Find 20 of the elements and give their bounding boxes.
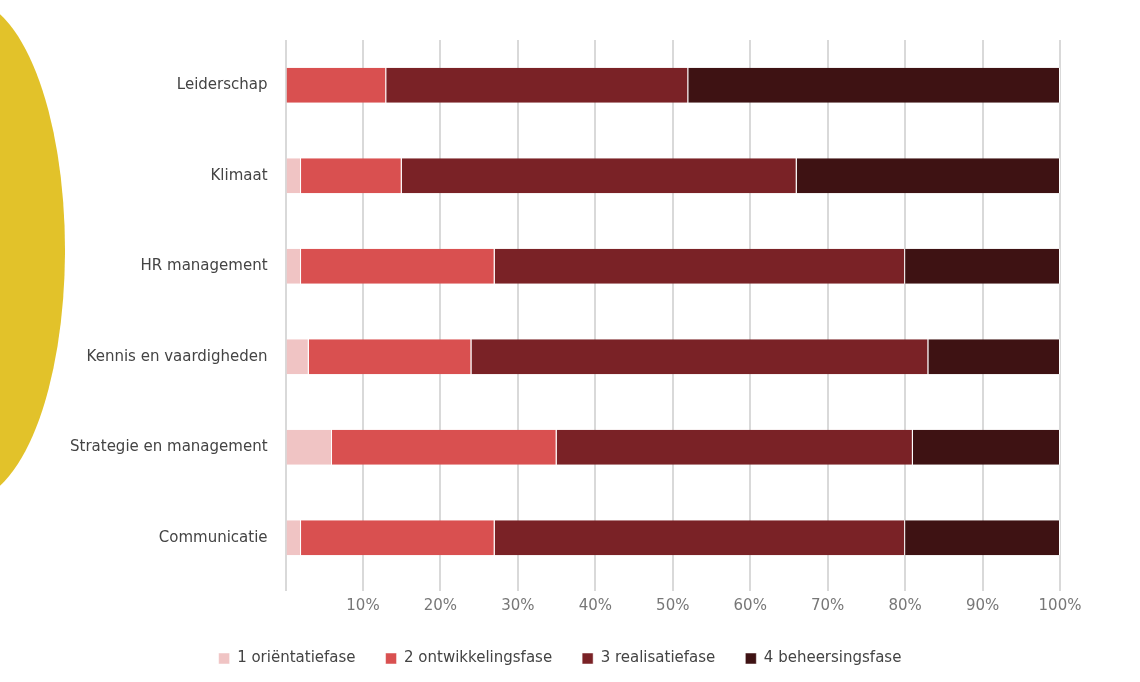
x-tick-label: 100% (1038, 595, 1082, 614)
x-tick-label: 70% (810, 595, 845, 614)
x-tick-label: 40% (578, 595, 612, 614)
x-tick-label: 20% (423, 595, 458, 614)
legend-label: 1 oriëntatiefase (237, 648, 356, 667)
legend-label: 4 beheersingsfase (763, 648, 902, 667)
x-tick-label: 80% (888, 595, 922, 614)
x-tick-label: 10% (346, 595, 380, 614)
y-tick-label: Communicatie (158, 527, 268, 546)
y-tick-label: Klimaat (210, 165, 268, 184)
y-tick-label: Kennis en vaardigheden (86, 346, 268, 365)
x-tick-label: 50% (656, 595, 690, 614)
y-tick-label: HR management (140, 256, 268, 275)
y-tick-label: Leiderschap (176, 75, 268, 94)
y-tick-label: Strategie en management (69, 437, 268, 456)
legend-label: 3 realisatiefase (600, 648, 716, 667)
x-tick-label: 30% (501, 595, 535, 614)
x-tick-label: 90% (965, 595, 1000, 614)
legend-label: 2 ontwikkelingsfase (404, 648, 553, 667)
x-tick-label: 60% (733, 595, 767, 614)
